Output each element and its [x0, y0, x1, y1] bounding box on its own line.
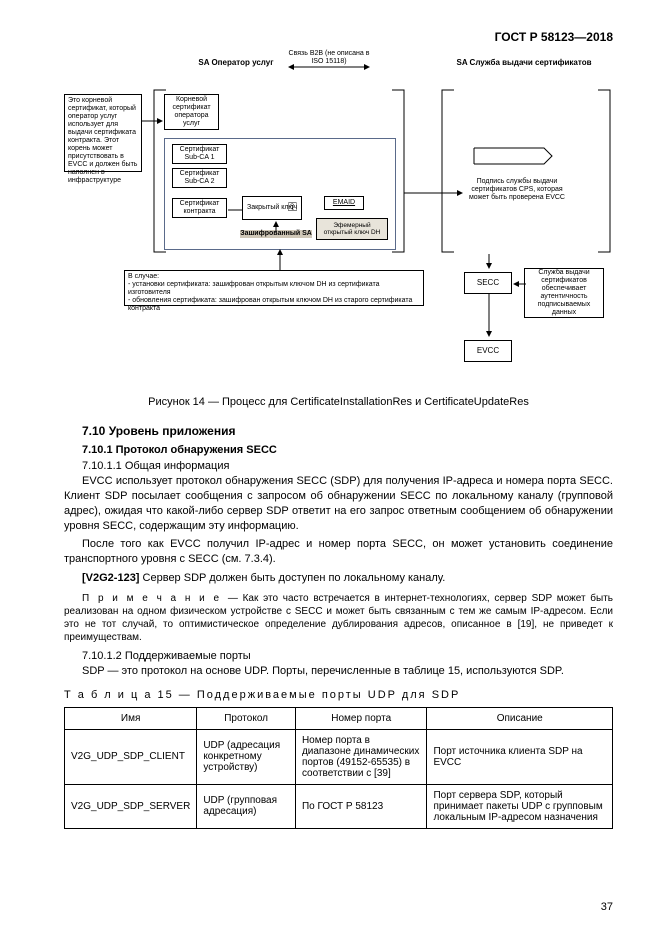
heading-7-10-1-2: 7.10.1.2 Поддерживаемые порты: [82, 650, 613, 662]
secc-box: SECC: [464, 272, 512, 294]
ephemeral-dh-key: Эфемерный открытый ключ DH: [316, 218, 388, 240]
cell: UDP (адресация конкретному устройству): [197, 729, 296, 784]
note-label: П р и м е ч а н и е: [82, 593, 228, 604]
table-15: Имя Протокол Номер порта Описание V2G_UD…: [64, 707, 613, 829]
key-icon: ⚿: [288, 201, 297, 215]
figure-14-diagram: SA Оператор услуг Связь B2B (не описана …: [64, 58, 614, 388]
col-name: Имя: [65, 707, 197, 729]
col-port: Номер порта: [295, 707, 427, 729]
cps-signature: Подпись службы выдачи сертификатов CPS, …: [466, 178, 568, 202]
sub-ca2: Сертификат Sub-CA 2: [172, 168, 227, 188]
cell: По ГОСТ Р 58123: [295, 784, 427, 828]
sub-ca1: Сертификат Sub-CA 1: [172, 144, 227, 164]
col-protocol: Протокол: [197, 707, 296, 729]
evcc-box: EVCC: [464, 340, 512, 362]
closed-key: Закрытый ключ ⚿: [242, 196, 302, 220]
para-4: SDP — это протокол на основе UDP. Порты,…: [64, 664, 613, 679]
heading-7-10-1: 7.10.1 Протокол обнаружения SECC: [82, 444, 613, 456]
root-cert-box: Корневой сертификат оператора услуг: [164, 94, 219, 130]
para-1: EVCC использует протокол обнаружения SEC…: [64, 474, 613, 533]
heading-7-10-1-1: 7.10.1.1 Общая информация: [82, 460, 613, 472]
emaid: EMAID: [324, 196, 364, 210]
table-caption: Т а б л и ц а 15 — Поддерживаемые порты …: [64, 689, 613, 701]
cell: UDP (групповая адресация): [197, 784, 296, 828]
cell: V2G_UDP_SDP_SERVER: [65, 784, 197, 828]
note: П р и м е ч а н и е — Как это часто встр…: [64, 592, 613, 644]
figure-caption: Рисунок 14 — Процесс для CertificateInst…: [64, 396, 613, 408]
heading-7-10: 7.10 Уровень приложения: [82, 424, 613, 438]
req-text: Сервер SDP должен быть доступен по локал…: [139, 572, 445, 584]
cell: V2G_UDP_SDP_CLIENT: [65, 729, 197, 784]
root-cert-note: Это корневой сертификат, который операто…: [64, 94, 142, 172]
table-row: V2G_UDP_SDP_SERVER UDP (групповая адреса…: [65, 784, 613, 828]
cell: Порт источника клиента SDP на EVCC: [427, 729, 613, 784]
page-number: 37: [601, 901, 613, 913]
para-3: [V2G2-123] Сервер SDP должен быть доступ…: [64, 571, 613, 586]
case-note: В случае: - установки сертификата: зашиф…: [124, 270, 424, 306]
table-row: V2G_UDP_SDP_CLIENT UDP (адресация конкре…: [65, 729, 613, 784]
cell: Номер порта в диапазоне динамических пор…: [295, 729, 427, 784]
doc-header: ГОСТ Р 58123—2018: [64, 30, 613, 44]
req-id: [V2G2-123]: [82, 572, 139, 584]
sa-cert-service-label: SA Служба выдачи сертификатов: [444, 58, 604, 67]
cell: Порт сервера SDP, который принимает паке…: [427, 784, 613, 828]
col-desc: Описание: [427, 707, 613, 729]
para-2: После того как EVCC получил IP-адрес и н…: [64, 537, 613, 567]
b2b-label: Связь B2B (не описана в ISO 15118): [282, 50, 376, 66]
contract-cert: Сертификат контракта: [172, 198, 227, 218]
sa-operator-label: SA Оператор услуг: [192, 58, 280, 67]
cps-auth-note: Служба выдачи сертификатов обеспечивает …: [524, 268, 604, 318]
